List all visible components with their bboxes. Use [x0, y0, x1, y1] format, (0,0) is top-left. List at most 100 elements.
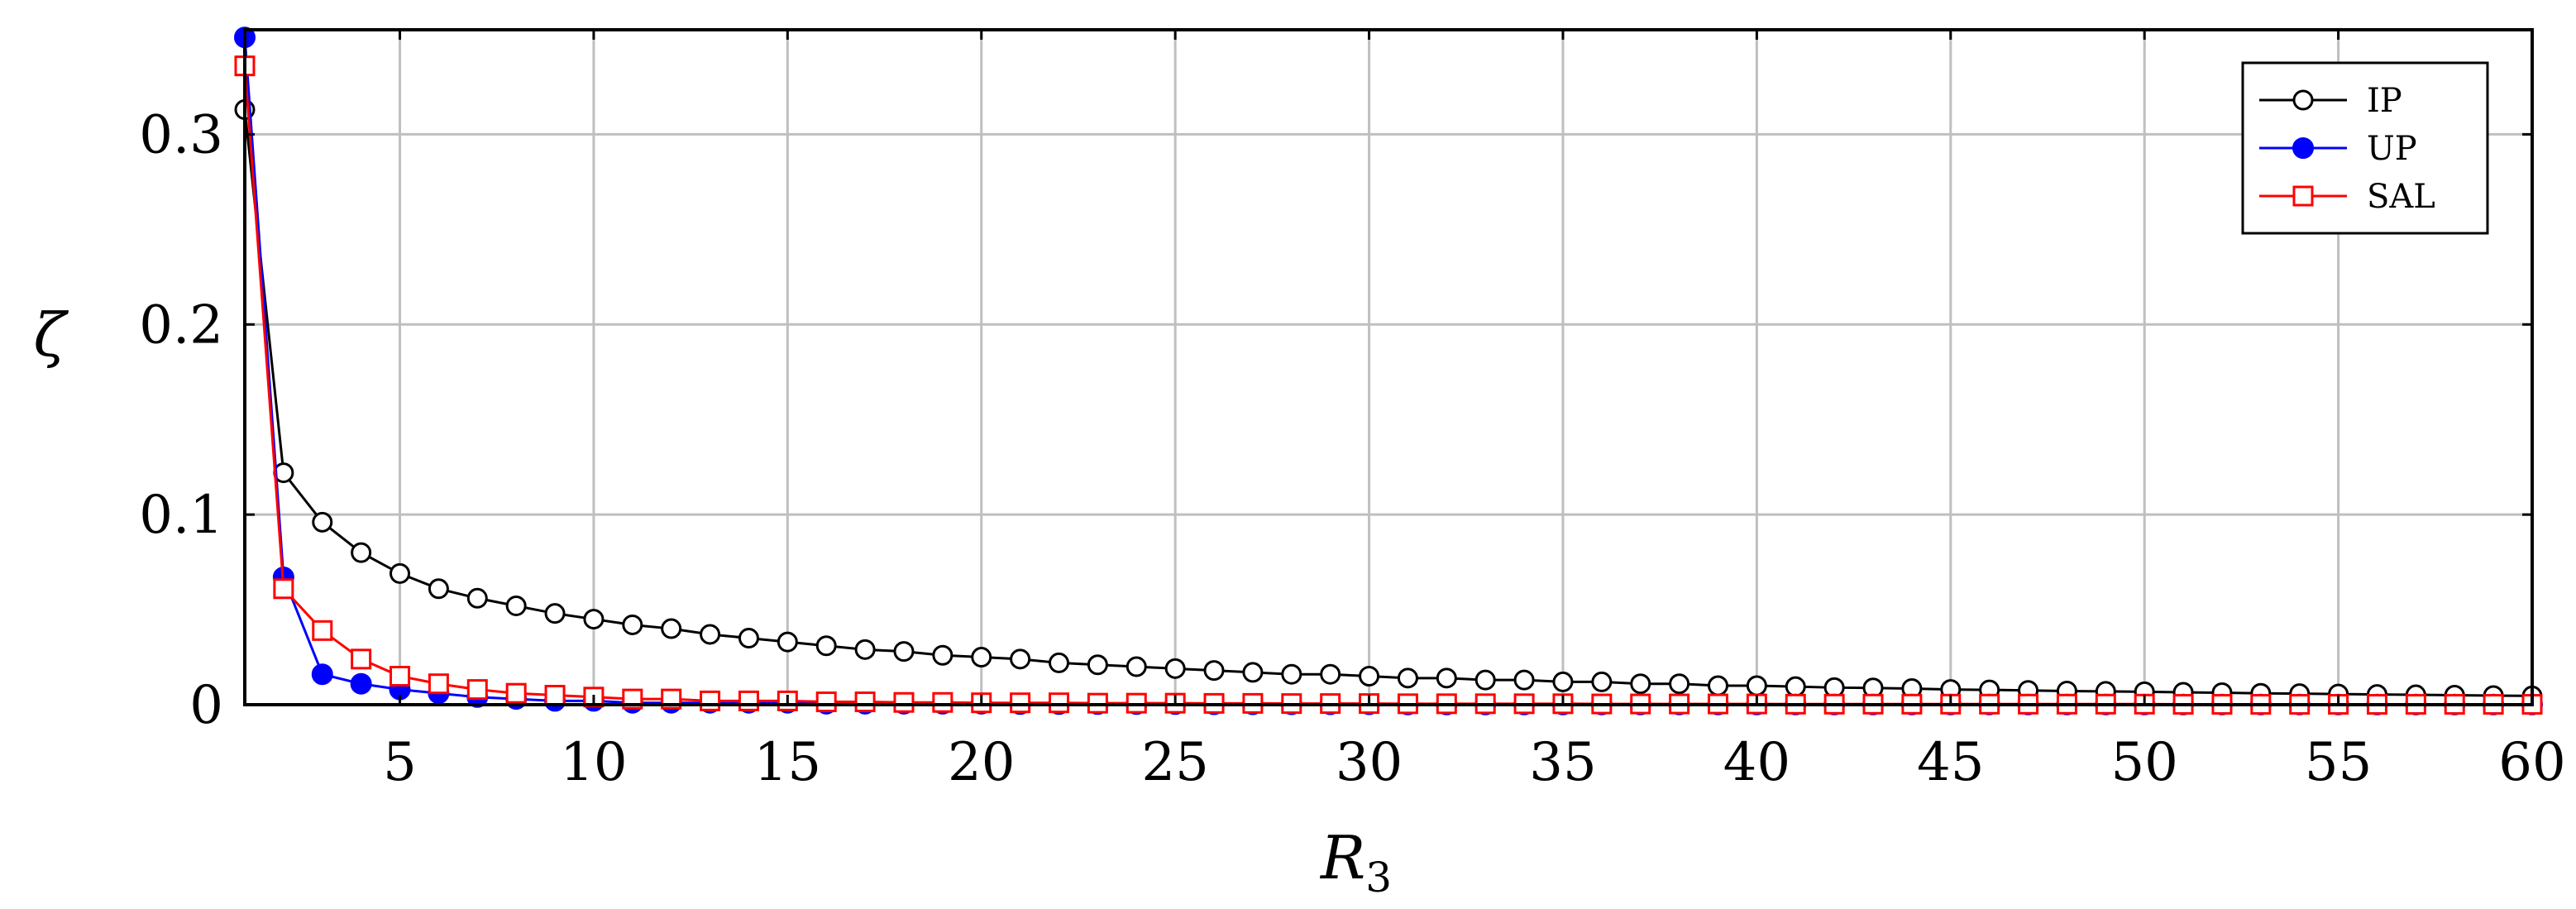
- data-point-ip: [1785, 676, 1806, 697]
- data-point-ip: [1591, 671, 1613, 692]
- data-point-ip: [1707, 675, 1728, 696]
- data-point-ip: [700, 624, 721, 645]
- data-point-ip: [622, 614, 643, 635]
- data-point-ip: [971, 647, 992, 668]
- data-point-ip: [544, 603, 566, 624]
- data-point-ip: [1630, 673, 1651, 695]
- data-point-sal: [312, 620, 333, 641]
- data-point-ip: [1513, 669, 1535, 691]
- legend-label: IP: [2367, 82, 2402, 120]
- data-point-sal: [273, 578, 294, 600]
- data-point-ip: [893, 641, 915, 663]
- x-tick-labels: 5 10 15 20 25 30 35 40 45 50 55 60: [383, 732, 2566, 793]
- data-point-ip: [1474, 669, 1496, 691]
- data-point-ip: [1010, 648, 1031, 670]
- data-point-sal: [544, 685, 566, 706]
- data-point-ip: [466, 587, 488, 609]
- x-tick-label: 15: [754, 732, 821, 793]
- legend-item-sal: SAL: [2259, 178, 2435, 216]
- x-tick-label: 10: [560, 732, 627, 793]
- data-point-ip: [312, 511, 333, 533]
- data-point-ip: [1242, 662, 1264, 683]
- data-point-sal: [390, 666, 411, 687]
- data-point-ip: [661, 618, 682, 639]
- data-point-up: [311, 663, 333, 686]
- x-tick-label: 20: [948, 732, 1015, 793]
- series-line-up: [243, 37, 2532, 706]
- series-line-ip: [243, 109, 2533, 697]
- data-point-ip: [1126, 656, 1147, 677]
- data-point-ip: [1397, 667, 1418, 689]
- data-point-ip: [1049, 652, 1070, 673]
- series-ip: [234, 99, 2543, 706]
- legend-item-up: UP: [2259, 130, 2417, 168]
- data-point-sal: [854, 691, 876, 713]
- y-tick-label: 0.1: [139, 485, 223, 546]
- legend-marker: [2292, 185, 2314, 207]
- data-point-ip: [1436, 667, 1457, 689]
- series-layer: [234, 26, 2543, 715]
- tick-marks: [245, 30, 2534, 706]
- grid-lines: [245, 30, 2534, 706]
- x-tick-label: 50: [2110, 732, 2177, 793]
- data-point-sal: [428, 673, 449, 695]
- data-point-ip: [1320, 663, 1341, 685]
- y-axis-label: ζ: [33, 300, 69, 370]
- x-tick-label: 55: [2305, 732, 2372, 793]
- data-point-sal: [815, 691, 837, 713]
- data-point-sal: [505, 682, 527, 704]
- data-point-ip: [932, 644, 953, 666]
- x-tick-label: 35: [1529, 732, 1596, 793]
- x-tick-label: 25: [1141, 732, 1208, 793]
- data-point-ip: [1669, 673, 1690, 695]
- data-point-ip: [351, 542, 372, 563]
- data-point-ip: [505, 595, 527, 616]
- data-point-sal: [466, 679, 488, 701]
- y-tick-label: 0.3: [139, 104, 223, 165]
- data-point-ip: [1746, 675, 1767, 696]
- legend-item-ip: IP: [2259, 82, 2402, 120]
- x-axis-label: R3: [1319, 823, 1392, 902]
- data-point-ip: [390, 562, 411, 584]
- x-axis-label-main: R: [1319, 823, 1365, 892]
- x-tick-label: 60: [2498, 732, 2565, 793]
- legend-label: SAL: [2367, 178, 2435, 216]
- plot-frame: [243, 28, 2534, 706]
- series-sal: [234, 55, 2543, 715]
- data-point-ip: [854, 639, 876, 660]
- x-axis-label-subscript: 3: [1365, 854, 1392, 902]
- x-tick-label: 5: [383, 732, 417, 793]
- y-tick-label: 0.2: [139, 294, 223, 356]
- data-point-up: [350, 672, 372, 695]
- data-point-ip: [428, 578, 449, 600]
- data-point-ip: [583, 609, 605, 630]
- data-point-ip: [1164, 658, 1186, 679]
- data-point-ip: [1359, 666, 1380, 687]
- x-tick-label: 40: [1723, 732, 1790, 793]
- legend-marker: [2292, 137, 2314, 159]
- legend-marker: [2292, 89, 2314, 111]
- data-point-ip: [815, 635, 837, 657]
- data-point-sal: [738, 690, 759, 711]
- data-point-ip: [738, 628, 759, 649]
- series-up: [234, 26, 2543, 715]
- data-point-sal: [351, 648, 372, 670]
- legend: IP UP SAL: [2241, 61, 2489, 235]
- data-point-ip: [777, 631, 798, 653]
- series-line-sal: [243, 65, 2532, 706]
- legend-label: UP: [2367, 130, 2417, 168]
- data-point-sal: [700, 690, 721, 711]
- data-point-sal: [1049, 692, 1070, 714]
- data-point-ip: [1203, 660, 1225, 682]
- data-point-ip: [1281, 663, 1302, 685]
- data-point-sal: [893, 691, 915, 713]
- data-point-sal: [932, 691, 953, 713]
- y-tick-labels: 0 0.1 0.2 0.3: [139, 104, 223, 736]
- x-tick-label: 30: [1336, 732, 1403, 793]
- y-tick-label: 0: [189, 675, 223, 736]
- data-point-ip: [1087, 654, 1108, 676]
- data-point-ip: [1552, 671, 1574, 692]
- x-tick-label: 45: [1917, 732, 1984, 793]
